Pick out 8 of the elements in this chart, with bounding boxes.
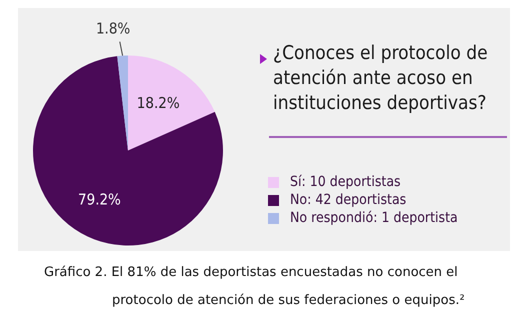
legend-label: No respondió: 1 deportista xyxy=(290,210,458,226)
data-label: 18.2% xyxy=(136,94,180,112)
legend-label: Sí: 10 deportistas xyxy=(290,174,401,190)
data-label: 79.2% xyxy=(78,190,122,208)
data-label: 1.8% xyxy=(96,20,130,38)
legend-label: No: 42 deportistas xyxy=(290,192,406,208)
text: Gráfico 2. El 81% de las deportistas encuestadas no conocen el protocolo de atención de sus federaciones o equipos.² xyxy=(44,264,466,310)
text: ¿Conoces el protocolo de atención ante acoso en instituciones deportivas? xyxy=(273,41,489,116)
